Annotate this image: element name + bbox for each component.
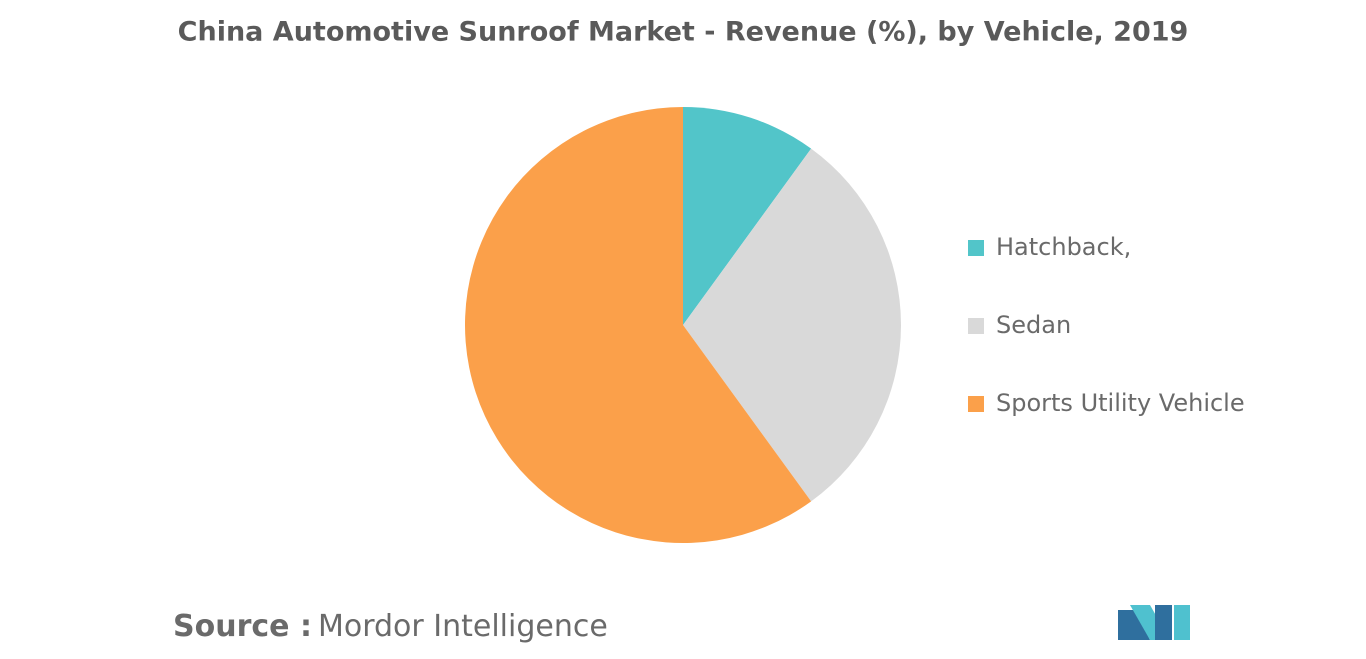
legend-label: Sedan — [996, 311, 1071, 339]
chart-title: China Automotive Sunroof Market - Revenu… — [178, 17, 1189, 48]
pie-slice — [465, 107, 812, 543]
source-name: Mordor Intelligence — [318, 609, 608, 644]
pie — [465, 107, 901, 543]
legend-swatch — [968, 396, 984, 412]
source: Source : Mordor Intelligence — [173, 609, 608, 644]
logo — [1118, 605, 1190, 640]
legend-swatch — [968, 318, 984, 334]
pie-slice — [683, 148, 901, 502]
pie-slice — [683, 107, 812, 325]
legend: Hatchback, Sedan Sports Utility Vehicle — [968, 233, 1245, 417]
legend-label: Hatchback, — [996, 233, 1131, 261]
legend-label: Sports Utility Vehicle — [996, 389, 1245, 417]
source-label: Source : — [173, 609, 312, 644]
legend-swatch — [968, 240, 984, 256]
